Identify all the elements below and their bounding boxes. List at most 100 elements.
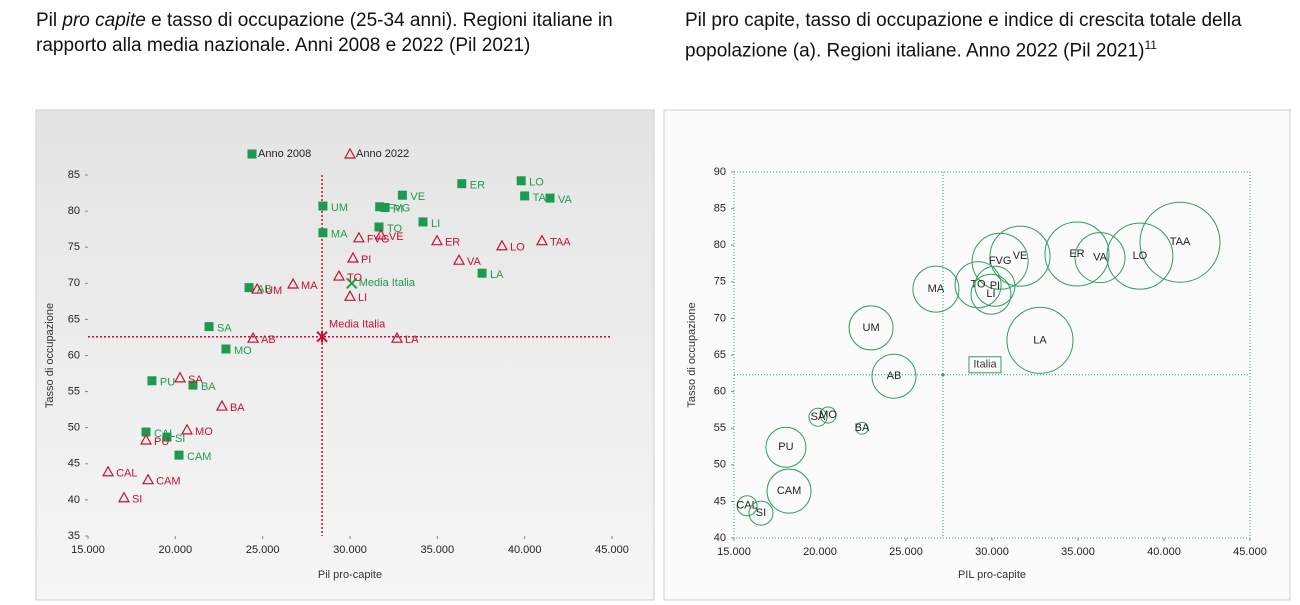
point-label: LA bbox=[405, 334, 419, 346]
bubble bbox=[819, 406, 837, 424]
reference-point bbox=[941, 373, 945, 377]
x-tick-label: 25.000 bbox=[889, 546, 923, 558]
point-label: LI bbox=[358, 292, 367, 304]
point bbox=[318, 228, 328, 238]
y-tick-label: 60 bbox=[68, 349, 80, 361]
point bbox=[162, 432, 172, 442]
y-tick-label: 40 bbox=[714, 532, 726, 544]
x-tick-label: 40.000 bbox=[1147, 546, 1181, 558]
point bbox=[545, 193, 555, 203]
point-label: LI bbox=[431, 218, 440, 230]
x-tick-label: 25.000 bbox=[246, 544, 280, 556]
point bbox=[221, 344, 231, 354]
y-tick-label: 50 bbox=[68, 422, 80, 434]
point-label: TO bbox=[347, 272, 363, 284]
y-tick-label: 55 bbox=[68, 386, 80, 398]
point-label: LA bbox=[490, 269, 504, 281]
bubble bbox=[765, 426, 807, 468]
bubble bbox=[1044, 221, 1110, 287]
x-tick-label: 30.000 bbox=[975, 546, 1009, 558]
point-label: MO bbox=[819, 409, 837, 421]
point-label: VE bbox=[389, 231, 404, 243]
bubble bbox=[748, 500, 774, 526]
point bbox=[457, 179, 467, 189]
bubble bbox=[954, 261, 1002, 309]
point bbox=[181, 423, 194, 435]
panel bbox=[35, 109, 655, 601]
y-tick-label: 40 bbox=[68, 494, 80, 506]
x-tick-label: 15.000 bbox=[717, 546, 751, 558]
point bbox=[332, 269, 346, 281]
reference-box bbox=[968, 356, 1002, 374]
point bbox=[247, 331, 260, 343]
caption-text: Pil bbox=[36, 10, 63, 31]
point-label: AB bbox=[261, 334, 276, 346]
y-tick-label: 80 bbox=[68, 205, 80, 217]
y-tick-label: 65 bbox=[68, 313, 80, 325]
plot-frame bbox=[733, 171, 1251, 539]
point bbox=[374, 228, 387, 240]
point bbox=[251, 282, 264, 294]
point bbox=[318, 201, 328, 211]
caption-text: 11 bbox=[1144, 38, 1157, 52]
y-tick-label: 80 bbox=[714, 239, 726, 251]
point-label: SA bbox=[217, 323, 232, 335]
bubble bbox=[736, 495, 758, 517]
caption-text: pro capite bbox=[62, 10, 146, 31]
point bbox=[188, 380, 198, 390]
point-label: SI bbox=[132, 494, 142, 506]
point-label: LA bbox=[1033, 334, 1047, 346]
point-label: CAL bbox=[736, 500, 757, 512]
point bbox=[215, 399, 228, 411]
reference-point bbox=[316, 330, 328, 343]
point-label: TAA bbox=[550, 237, 571, 249]
point-label: LO bbox=[510, 242, 525, 254]
point-label: TAA bbox=[1170, 236, 1191, 248]
point-label: MA bbox=[301, 280, 318, 292]
point bbox=[535, 234, 548, 246]
point bbox=[343, 290, 357, 301]
x-tick-label: 35.000 bbox=[1061, 546, 1095, 558]
point-label: PU bbox=[160, 377, 175, 389]
bubble bbox=[970, 273, 1012, 315]
y-tick-label: 65 bbox=[714, 349, 726, 361]
y-tick-label: 35 bbox=[68, 530, 80, 542]
y-tick-label: 70 bbox=[714, 312, 726, 324]
point-label: UM bbox=[265, 285, 282, 297]
point-label: SI bbox=[175, 433, 185, 445]
point-label: CAL bbox=[116, 468, 137, 480]
point bbox=[516, 176, 526, 186]
point-label: CAM bbox=[187, 451, 211, 463]
x-tick-label: 20.000 bbox=[803, 546, 837, 558]
point-label: FVG bbox=[388, 203, 411, 215]
bubble bbox=[766, 468, 812, 514]
point-label: BA bbox=[230, 402, 245, 414]
y-tick-label: 70 bbox=[68, 277, 80, 289]
legend-swatch bbox=[343, 147, 357, 159]
point-label: TO bbox=[971, 279, 987, 291]
bubble bbox=[1074, 232, 1126, 284]
point-label: VA bbox=[558, 194, 573, 206]
point bbox=[174, 450, 184, 460]
bubble bbox=[912, 265, 960, 313]
point bbox=[142, 473, 155, 485]
y-tick-label: 55 bbox=[714, 422, 726, 434]
bubble bbox=[1006, 306, 1074, 374]
point-label: MA bbox=[928, 283, 945, 295]
x-tick-label: 15.000 bbox=[71, 544, 105, 556]
y-tick-label: 75 bbox=[714, 276, 726, 288]
y-tick-label: 90 bbox=[714, 166, 726, 178]
x-tick-label: 35.000 bbox=[421, 544, 455, 556]
point-label: PI bbox=[361, 254, 371, 266]
point-label: LI bbox=[986, 288, 995, 300]
x-tick-label: 45.000 bbox=[595, 544, 629, 556]
point-label: ER bbox=[445, 237, 460, 249]
reference-label: Media Italia bbox=[359, 277, 416, 289]
point-label: FVG bbox=[989, 255, 1012, 267]
x-tick-label: 30.000 bbox=[333, 544, 367, 556]
y-tick-label: 75 bbox=[68, 241, 80, 253]
point bbox=[452, 253, 466, 265]
bubble bbox=[971, 232, 1029, 290]
